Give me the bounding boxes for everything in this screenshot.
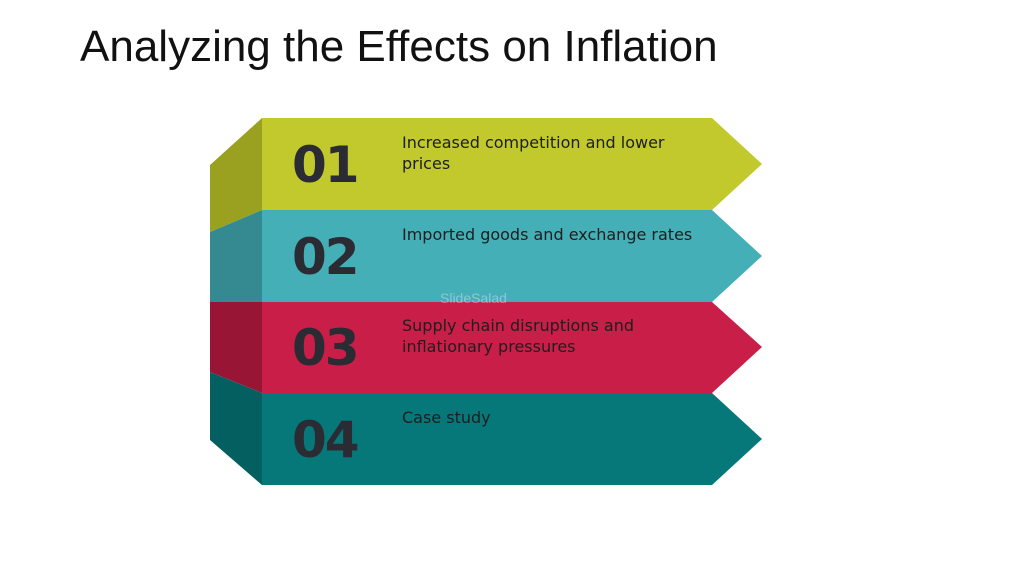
step-3-number: 03 — [292, 319, 360, 377]
step-2-side-face — [210, 210, 262, 302]
step-1-side-face — [210, 118, 262, 232]
step-2-number: 02 — [292, 228, 360, 286]
step-4-side-face — [210, 372, 262, 485]
step-4-label: Case study — [402, 408, 491, 427]
step-2-label: Imported goods and exchange rates — [402, 225, 693, 244]
step-3-side-face — [210, 302, 262, 393]
step-4-number: 04 — [292, 411, 360, 469]
step-1-label: Increased competition and lower prices — [402, 133, 665, 173]
watermark: SlideSalad — [440, 290, 507, 306]
step-1-number: 01 — [292, 136, 360, 194]
step-3-label: Supply chain disruptions and inflationar… — [402, 316, 635, 356]
step-3-arrow — [262, 302, 762, 393]
step-2-arrow — [262, 210, 762, 302]
step-1-arrow — [262, 118, 762, 210]
step-4-arrow — [262, 393, 762, 485]
slide-title: Analyzing the Effects on Inflation — [80, 22, 718, 71]
